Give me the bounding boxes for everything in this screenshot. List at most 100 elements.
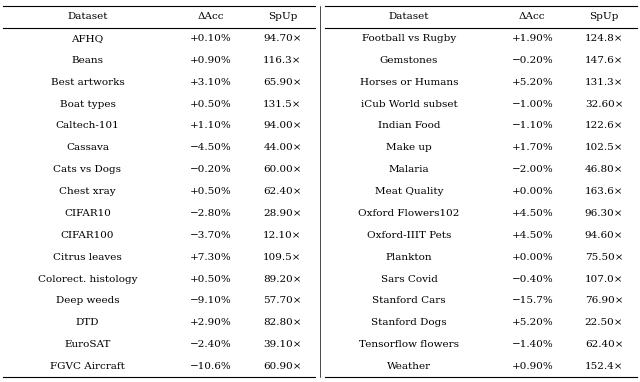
Text: +3.10%: +3.10%	[190, 78, 232, 87]
Text: 147.6×: 147.6×	[585, 56, 623, 65]
Text: Gemstones: Gemstones	[380, 56, 438, 65]
Text: Oxford-IIIT Pets: Oxford-IIIT Pets	[367, 231, 451, 240]
Text: SpUp: SpUp	[268, 12, 297, 21]
Text: Best artworks: Best artworks	[51, 78, 124, 87]
Text: 44.00×: 44.00×	[263, 143, 301, 152]
Text: iCub World subset: iCub World subset	[361, 100, 458, 108]
Text: −2.00%: −2.00%	[511, 165, 553, 174]
Text: +7.30%: +7.30%	[190, 253, 232, 262]
Text: 28.90×: 28.90×	[263, 209, 301, 218]
Text: +0.50%: +0.50%	[190, 275, 232, 283]
Text: ΔAcc: ΔAcc	[197, 12, 224, 21]
Text: +1.10%: +1.10%	[190, 121, 232, 131]
Text: −0.40%: −0.40%	[511, 275, 553, 283]
Text: Caltech-101: Caltech-101	[56, 121, 119, 131]
Text: Malaria: Malaria	[388, 165, 429, 174]
Text: CIFAR10: CIFAR10	[64, 209, 111, 218]
Text: Dataset: Dataset	[67, 12, 108, 21]
Text: 57.70×: 57.70×	[263, 296, 301, 305]
Text: +2.90%: +2.90%	[190, 318, 232, 327]
Text: 75.50×: 75.50×	[585, 253, 623, 262]
Text: −15.7%: −15.7%	[511, 296, 553, 305]
Text: AFHQ: AFHQ	[71, 34, 104, 43]
Text: Deep weeds: Deep weeds	[56, 296, 119, 305]
Text: 82.80×: 82.80×	[263, 318, 301, 327]
Text: 131.3×: 131.3×	[585, 78, 623, 87]
Text: Football vs Rugby: Football vs Rugby	[362, 34, 456, 43]
Text: +4.50%: +4.50%	[511, 209, 553, 218]
Text: −0.20%: −0.20%	[511, 56, 553, 65]
Text: −0.20%: −0.20%	[190, 165, 232, 174]
Text: +0.90%: +0.90%	[190, 56, 232, 65]
Text: Boat types: Boat types	[60, 100, 115, 108]
Text: +1.70%: +1.70%	[511, 143, 553, 152]
Text: −10.6%: −10.6%	[190, 362, 232, 371]
Text: FGVC Aircraft: FGVC Aircraft	[50, 362, 125, 371]
Text: Tensorflow flowers: Tensorflow flowers	[359, 340, 459, 349]
Text: 65.90×: 65.90×	[263, 78, 301, 87]
Text: +5.20%: +5.20%	[511, 78, 553, 87]
Text: Cats vs Dogs: Cats vs Dogs	[54, 165, 122, 174]
Text: 94.60×: 94.60×	[585, 231, 623, 240]
Text: Cassava: Cassava	[66, 143, 109, 152]
Text: 39.10×: 39.10×	[263, 340, 301, 349]
Text: ΔAcc: ΔAcc	[519, 12, 545, 21]
Text: Colorect. histology: Colorect. histology	[38, 275, 137, 283]
Text: +0.00%: +0.00%	[511, 187, 553, 196]
Text: 116.3×: 116.3×	[263, 56, 301, 65]
Text: 96.30×: 96.30×	[585, 209, 623, 218]
Text: 94.00×: 94.00×	[263, 121, 301, 131]
Text: CIFAR100: CIFAR100	[61, 231, 114, 240]
Text: Horses or Humans: Horses or Humans	[360, 78, 458, 87]
Text: +0.50%: +0.50%	[190, 187, 232, 196]
Text: +0.50%: +0.50%	[190, 100, 232, 108]
Text: Indian Food: Indian Food	[378, 121, 440, 131]
Text: −1.40%: −1.40%	[511, 340, 553, 349]
Text: 124.8×: 124.8×	[585, 34, 623, 43]
Text: 62.40×: 62.40×	[263, 187, 301, 196]
Text: 32.60×: 32.60×	[585, 100, 623, 108]
Text: Chest xray: Chest xray	[59, 187, 116, 196]
Text: +0.10%: +0.10%	[190, 34, 232, 43]
Text: 94.70×: 94.70×	[263, 34, 301, 43]
Text: Dataset: Dataset	[388, 12, 429, 21]
Text: Plankton: Plankton	[386, 253, 433, 262]
Text: 62.40×: 62.40×	[585, 340, 623, 349]
Text: 107.0×: 107.0×	[585, 275, 623, 283]
Text: Stanford Dogs: Stanford Dogs	[371, 318, 447, 327]
Text: 122.6×: 122.6×	[585, 121, 623, 131]
Text: −9.10%: −9.10%	[190, 296, 232, 305]
Text: Sars Covid: Sars Covid	[381, 275, 438, 283]
Text: 76.90×: 76.90×	[585, 296, 623, 305]
Text: +4.50%: +4.50%	[511, 231, 553, 240]
Text: +0.90%: +0.90%	[511, 362, 553, 371]
Text: −1.00%: −1.00%	[511, 100, 553, 108]
Text: Make up: Make up	[386, 143, 432, 152]
Text: −2.40%: −2.40%	[190, 340, 232, 349]
Text: 60.90×: 60.90×	[263, 362, 301, 371]
Text: 12.10×: 12.10×	[263, 231, 301, 240]
Text: 89.20×: 89.20×	[263, 275, 301, 283]
Text: Citrus leaves: Citrus leaves	[53, 253, 122, 262]
Text: 60.00×: 60.00×	[263, 165, 301, 174]
Text: 131.5×: 131.5×	[263, 100, 301, 108]
Text: DTD: DTD	[76, 318, 99, 327]
Text: −1.10%: −1.10%	[511, 121, 553, 131]
Text: Weather: Weather	[387, 362, 431, 371]
Text: −3.70%: −3.70%	[190, 231, 232, 240]
Text: −4.50%: −4.50%	[190, 143, 232, 152]
Text: EuroSAT: EuroSAT	[64, 340, 111, 349]
Text: Meat Quality: Meat Quality	[375, 187, 444, 196]
Text: 109.5×: 109.5×	[263, 253, 301, 262]
Text: −2.80%: −2.80%	[190, 209, 232, 218]
Text: 152.4×: 152.4×	[585, 362, 623, 371]
Text: Beans: Beans	[72, 56, 104, 65]
Text: 22.50×: 22.50×	[585, 318, 623, 327]
Text: +1.90%: +1.90%	[511, 34, 553, 43]
Text: Oxford Flowers102: Oxford Flowers102	[358, 209, 460, 218]
Text: 163.6×: 163.6×	[585, 187, 623, 196]
Text: 46.80×: 46.80×	[585, 165, 623, 174]
Text: 102.5×: 102.5×	[585, 143, 623, 152]
Text: +0.00%: +0.00%	[511, 253, 553, 262]
Text: SpUp: SpUp	[589, 12, 619, 21]
